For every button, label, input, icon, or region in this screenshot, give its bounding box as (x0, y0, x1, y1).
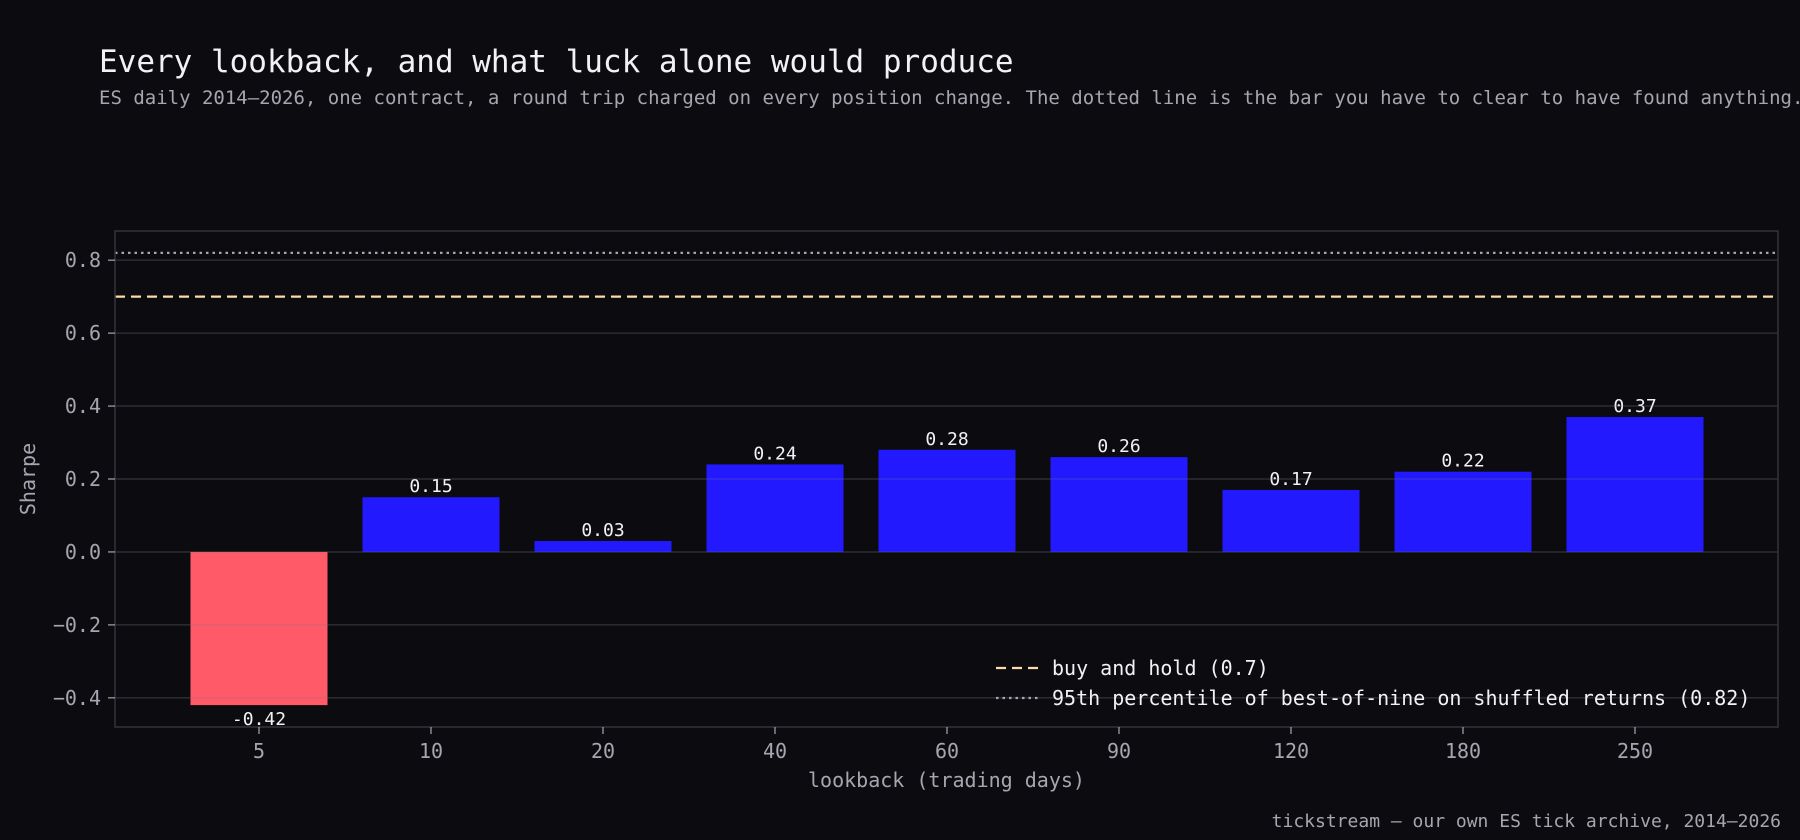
y-tick-label: 0.4 (65, 394, 101, 418)
x-tick-label: 5 (253, 739, 265, 763)
bar-value-label: 0.24 (753, 443, 796, 464)
bar-value-label: 0.37 (1613, 396, 1656, 417)
bar-value-label: 0.22 (1441, 451, 1484, 472)
x-axis-label: lookback (trading days) (808, 768, 1085, 792)
x-tick-label: 20 (591, 739, 615, 763)
y-tick-label: 0.6 (65, 321, 101, 345)
y-tick-label: 0.0 (65, 540, 101, 564)
x-tick-label: 10 (419, 739, 443, 763)
legend: buy and hold (0.7) 95th percentile of bes… (996, 656, 1750, 710)
reference-lines-layer (115, 251, 1778, 298)
y-axis-label: Sharpe (16, 443, 40, 515)
legend-label: 95th percentile of best-of-nine on shuff… (1052, 686, 1750, 710)
y-tick-label: 0.2 (65, 467, 101, 491)
bar (1566, 417, 1704, 552)
x-tick-label: 250 (1617, 739, 1653, 763)
source-note: tickstream — our own ES tick archive, 20… (1271, 811, 1781, 832)
legend-label: buy and hold (0.7) (1052, 656, 1269, 680)
x-tick-label: 60 (935, 739, 959, 763)
bar (878, 449, 1016, 552)
bar (706, 464, 844, 552)
bar-value-label: 0.15 (409, 476, 452, 497)
bar (1222, 489, 1360, 552)
bar-value-label: -0.42 (232, 709, 286, 730)
chart-title: Every lookback, and what luck alone woul… (99, 44, 1014, 80)
x-tick-label: 40 (763, 739, 787, 763)
bar (1050, 457, 1188, 552)
x-tick-label: 90 (1107, 739, 1131, 763)
y-tick-label: −0.4 (53, 686, 101, 710)
bar-value-label: 0.26 (1097, 436, 1140, 457)
bars-layer: -0.42 0.15 0.03 0.24 0.28 0.26 0.17 0.22 0.37 (115, 259, 1778, 730)
chart-subtitle: ES daily 2014–2026, one contract, a roun… (99, 87, 1800, 109)
x-tick-label: 180 (1445, 739, 1481, 763)
bar (190, 551, 328, 706)
axes-layer: −0.4 −0.2 0.0 0.2 0.4 0.6 0.8 5 10 20 40 60 90 120 180… (16, 248, 1653, 792)
bar-value-label: 0.28 (925, 429, 968, 450)
x-tick-label: 120 (1273, 739, 1309, 763)
y-tick-label: −0.2 (53, 613, 101, 637)
bar-value-label: 0.17 (1269, 469, 1312, 490)
bar-value-label: 0.03 (581, 520, 624, 541)
bar (362, 497, 500, 552)
bar (534, 541, 672, 552)
bar (1394, 471, 1532, 552)
y-tick-label: 0.8 (65, 248, 101, 272)
